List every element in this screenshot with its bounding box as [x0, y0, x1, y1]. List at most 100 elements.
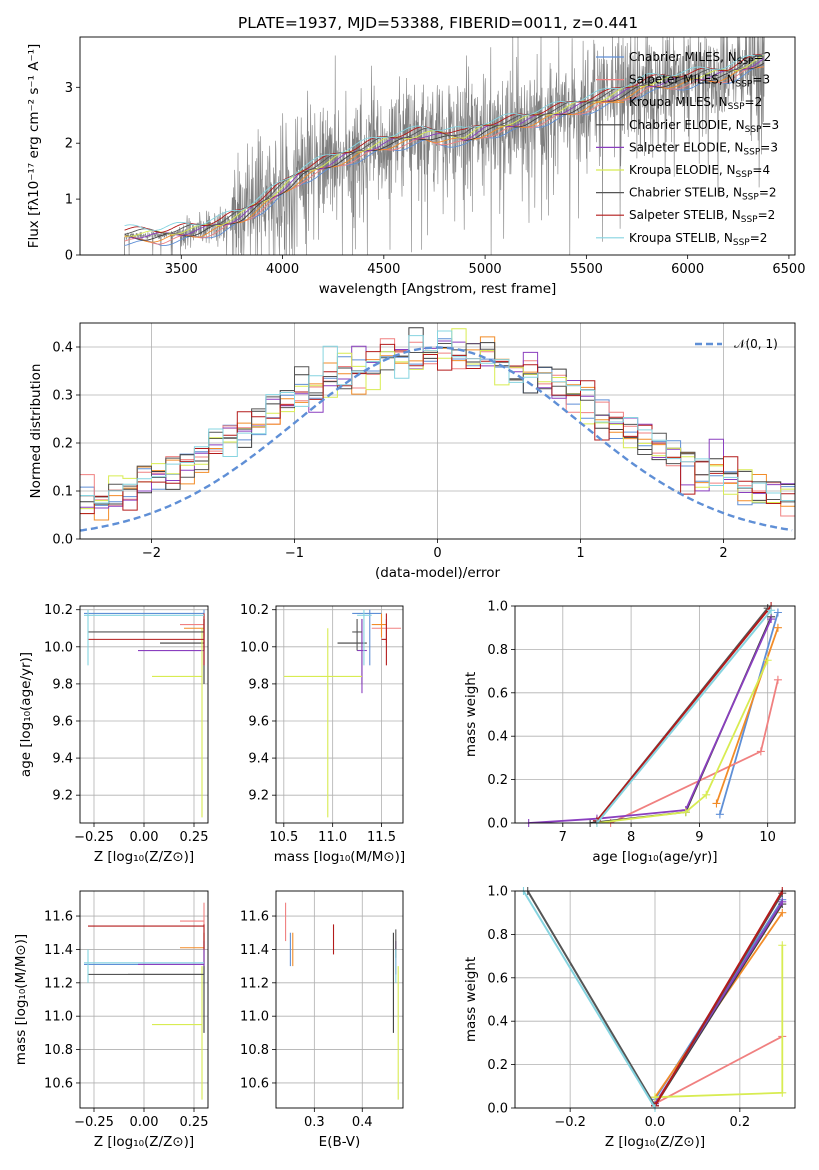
weight-marker [773, 608, 782, 617]
x-tick-label: 0 [433, 546, 441, 561]
y-axis-label: mass weight [463, 957, 479, 1042]
y-tick-label: 0.6 [487, 971, 508, 986]
histogram-step [80, 330, 795, 504]
mass_weight_vs_age-grid [515, 605, 795, 824]
weight-marker [778, 1088, 787, 1097]
y-tick-label: 1.0 [487, 600, 508, 615]
y-tick-label: 0.2 [487, 1058, 508, 1073]
mass_weight_vs_age-frame [514, 605, 796, 824]
x-tick-label: 6500 [772, 262, 805, 277]
y-tick-label: 10.0 [240, 640, 269, 655]
age-vs-z-panel: −0.25 0.00 0.25 9.2 9.4 9.6 9.8 10.0 10.2 Z [log₁… [18, 603, 208, 865]
y-tick-label: 9.2 [248, 789, 269, 804]
weight-marker [778, 908, 787, 917]
weight-line [522, 891, 656, 1108]
mass_vs_ebv-grid [276, 891, 403, 1108]
weight-line [654, 891, 784, 1107]
y-tick-label: 0.4 [487, 730, 508, 745]
x-tick-label: 2 [719, 546, 727, 561]
x-axis-label: wavelength [Angstrom, rest frame] [319, 281, 557, 297]
x-tick-label: 7 [559, 830, 567, 845]
y-tick-label: 0.1 [52, 485, 73, 500]
weight-marker [756, 747, 765, 756]
x-tick-label: 0.00 [130, 1115, 159, 1130]
weight-marker [778, 897, 787, 906]
weight-marker [651, 1093, 659, 1102]
x-tick-label: 0.00 [130, 830, 159, 845]
y-tick-label: 0.8 [487, 643, 508, 658]
y-tick-label: 11.6 [44, 910, 73, 925]
age_vs_mass-grid [276, 606, 403, 823]
legend-label: Kroupa STELIB, NSSP=2 [629, 231, 767, 248]
spectrum-baseline [80, 237, 125, 256]
y-tick-label: 11.4 [44, 943, 73, 958]
legend-label: Chabrier MILES, NSSP=2 [629, 50, 771, 67]
y-tick-label: 11.2 [240, 976, 269, 991]
y-tick-label: 2 [65, 137, 73, 152]
mass_vs_Z-frame [79, 890, 209, 1109]
x-axis-label: Z [log₁₀(Z/Z⊙)] [605, 1134, 705, 1150]
weight-line [596, 609, 772, 823]
x-tick-label: 0.3 [304, 1115, 325, 1130]
x-tick-label: 5500 [570, 262, 603, 277]
age_vs_Z-grid [80, 606, 208, 823]
y-tick-label: 10.6 [44, 1076, 73, 1091]
y-tick-label: 0.8 [487, 928, 508, 943]
x-tick-label: 5000 [469, 262, 502, 277]
x-tick-label: 4500 [367, 262, 400, 277]
y-tick-label: 0.6 [487, 686, 508, 701]
legend-label: Salpeter MILES, NSSP=3 [629, 73, 770, 90]
y-tick-label: 0.3 [52, 389, 73, 404]
x-tick-label: 11.0 [318, 830, 347, 845]
y-tick-label: 9.2 [52, 789, 73, 804]
y-tick-label: 10.6 [240, 1076, 269, 1091]
weight-marker [681, 808, 690, 817]
y-tick-label: 11.6 [240, 910, 269, 925]
x-tick-label: −1 [285, 546, 304, 561]
weight-marker [767, 606, 776, 615]
y-tick-label: 10.2 [240, 603, 269, 618]
y-tick-label: 11.4 [240, 943, 269, 958]
x-tick-label: −0.2 [554, 1115, 586, 1130]
y-tick-label: 10.0 [44, 640, 73, 655]
spectrum-model-line [124, 65, 764, 246]
x-tick-label: 0.4 [352, 1115, 373, 1130]
legend-label: Kroupa ELODIE, NSSP=4 [629, 163, 770, 180]
legend-label: Salpeter STELIB, NSSP=2 [629, 208, 775, 225]
spectrum-model-line [124, 62, 765, 241]
x-tick-label: 4000 [266, 262, 299, 277]
y-tick-label: 0.4 [52, 341, 73, 356]
weight-marker [712, 799, 721, 808]
y-tick-label: 10.8 [44, 1043, 73, 1058]
normal-curve [80, 346, 793, 532]
y-tick-label: 9.6 [52, 714, 73, 729]
x-axis-label: mass [log₁₀(M/M⊙)] [274, 849, 405, 865]
legend-label: Chabrier ELODIE, NSSP=3 [629, 118, 779, 135]
y-tick-label: 10.2 [44, 603, 73, 618]
weight-marker [773, 623, 782, 632]
y-tick-label: 9.4 [52, 752, 73, 767]
legend-label: Chabrier STELIB, NSSP=2 [629, 186, 777, 203]
x-tick-label: 1 [576, 546, 584, 561]
y-tick-label: 9.8 [248, 677, 269, 692]
y-tick-label: 0.2 [487, 773, 508, 788]
age-vs-mass-panel: 10.5 11.0 11.5 9.2 9.4 9.6 9.8 10.0 10.2 mass [lo… [240, 603, 405, 865]
weight-line [596, 659, 769, 823]
weight-marker [773, 675, 782, 684]
y-tick-label: 10.8 [240, 1043, 269, 1058]
spectrum-panel: 3500 4000 4500 5000 5500 6000 6500 0 1 2 3 waveleng… [26, 36, 805, 297]
x-tick-label: 6000 [671, 262, 704, 277]
legend-label: 𝒩(0, 1) [734, 337, 778, 351]
mass_weight_vs_Z-grid [515, 890, 795, 1109]
x-tick-label: 0.25 [180, 1115, 209, 1130]
y-tick-label: 1.0 [487, 885, 508, 900]
x-axis-label: E(B-V) [319, 1134, 361, 1150]
y-tick-label: 0 [65, 249, 73, 264]
y-tick-label: 0.4 [487, 1015, 508, 1030]
mass_vs_Z-grid [80, 891, 208, 1108]
age_vs_mass-frame [275, 605, 404, 824]
spectrum-model-line [124, 54, 764, 231]
y-axis-label: age [log₁₀(age/yr)] [18, 652, 34, 777]
figure-title: PLATE=1937, MJD=53388, FIBERID=0011, z=0… [238, 14, 638, 32]
legend-label: Salpeter ELODIE, NSSP=3 [629, 140, 778, 157]
